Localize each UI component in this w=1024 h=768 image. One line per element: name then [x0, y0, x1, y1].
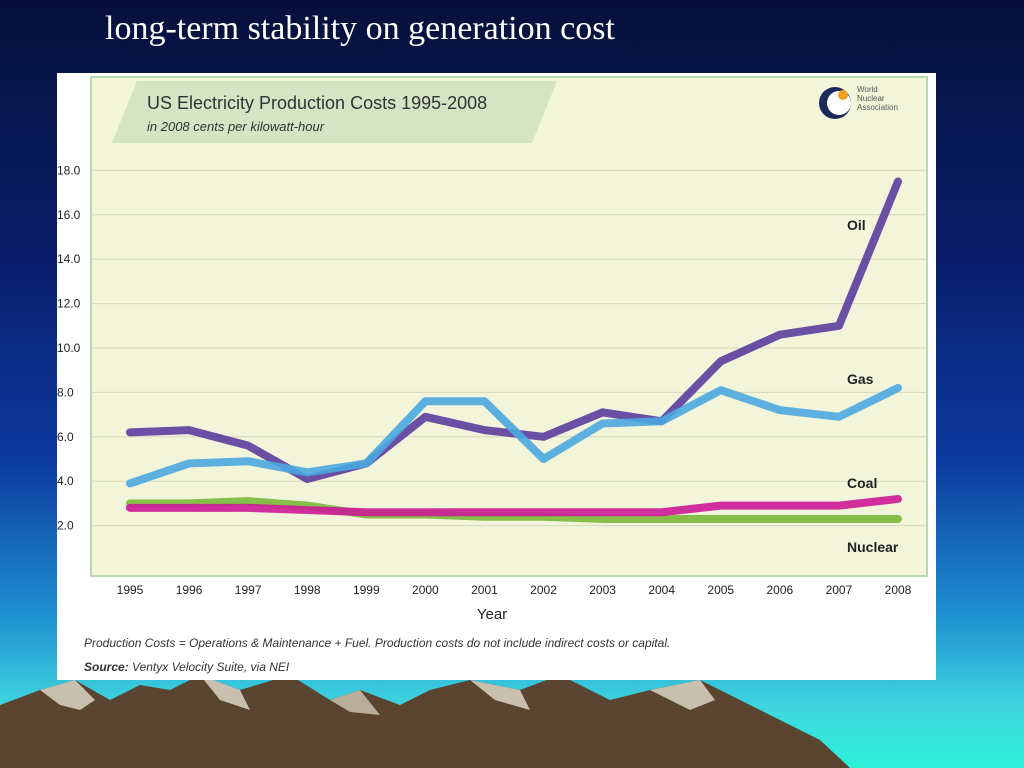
- title-banner: [112, 81, 557, 143]
- y-tick-label: 2.0: [57, 519, 74, 533]
- wna-logo-icon: [819, 87, 851, 119]
- series-label-oil: Oil: [847, 217, 866, 233]
- gridlines: [90, 169, 926, 527]
- slide-title: long-term stability on generation cost: [105, 10, 615, 47]
- y-axis-ticks: 2.0 4.0 6.0 8.0 10.0 12.0 14.0 16.0 18.0: [57, 163, 81, 532]
- x-axis-ticks: 1995 1996 1997 1998 1999 2000 2001 2002 2003 2004…: [117, 583, 912, 597]
- x-tick-label: 2006: [766, 583, 793, 597]
- x-tick-label: 2001: [471, 583, 498, 597]
- y-tick-label: 10.0: [57, 341, 81, 355]
- y-tick-label: 12.0: [57, 297, 81, 311]
- series-line-coal: [126, 494, 902, 517]
- x-tick-label: 1995: [117, 583, 144, 597]
- x-tick-label: 2007: [826, 583, 853, 597]
- series-line-gas: [126, 383, 902, 488]
- x-tick-label: 1996: [176, 583, 203, 597]
- x-tick-label: 2005: [707, 583, 734, 597]
- series-line-nuclear: [126, 497, 902, 523]
- chart-source: Source: Ventyx Velocity Suite, via NEI: [84, 660, 289, 674]
- series-labels: Oil Gas Coal Nuclear: [847, 217, 899, 555]
- x-axis-title: Year: [477, 606, 507, 623]
- series-label-gas: Gas: [847, 371, 874, 387]
- x-tick-label: 1999: [353, 583, 380, 597]
- world-nuclear-association-logo: World Nuclear Association: [817, 81, 917, 121]
- chart-panel: US Electricity Production Costs 1995-200…: [57, 73, 936, 680]
- y-tick-label: 6.0: [57, 430, 74, 444]
- line-chart: US Electricity Production Costs 1995-200…: [57, 81, 926, 623]
- x-tick-label: 2004: [648, 583, 675, 597]
- x-tick-label: 1998: [294, 583, 321, 597]
- y-tick-label: 8.0: [57, 385, 74, 399]
- chart-title: US Electricity Production Costs 1995-200…: [147, 93, 487, 113]
- logo-line-3: Association: [857, 103, 898, 112]
- x-tick-label: 2002: [530, 583, 557, 597]
- x-tick-label: 1997: [235, 583, 262, 597]
- plot-background: [90, 76, 928, 577]
- series-label-coal: Coal: [847, 475, 877, 491]
- source-label: Source:: [84, 660, 129, 674]
- source-text: Ventyx Velocity Suite, via NEI: [128, 660, 290, 674]
- logo-line-1: World: [857, 85, 878, 94]
- x-tick-label: 2008: [885, 583, 912, 597]
- series-label-nuclear: Nuclear: [847, 539, 899, 555]
- y-tick-label: 16.0: [57, 208, 81, 222]
- chart-footnote: Production Costs = Operations & Maintena…: [84, 636, 671, 650]
- x-tick-label: 2000: [412, 583, 439, 597]
- chart-subtitle: in 2008 cents per kilowatt-hour: [147, 119, 325, 134]
- logo-text: World Nuclear Association: [857, 85, 917, 112]
- logo-line-2: Nuclear: [857, 94, 885, 103]
- y-tick-label: 4.0: [57, 474, 74, 488]
- y-tick-label: 18.0: [57, 163, 81, 177]
- series-lines: [126, 177, 902, 523]
- x-tick-label: 2003: [589, 583, 616, 597]
- y-tick-label: 14.0: [57, 252, 81, 266]
